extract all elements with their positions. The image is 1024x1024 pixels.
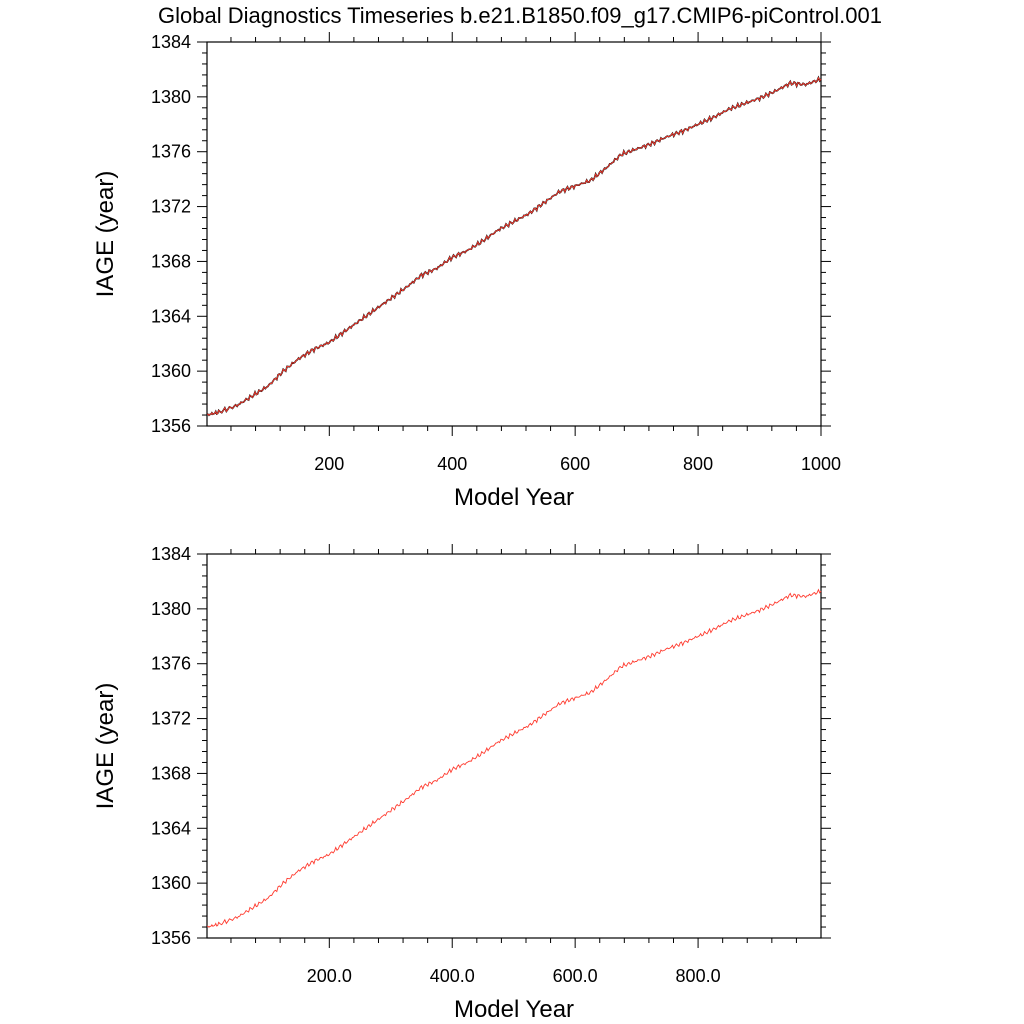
y-tick-label: 1380 xyxy=(151,87,191,107)
plot-frame xyxy=(206,41,822,427)
x-tick-label: 400.0 xyxy=(430,966,475,986)
x-tick-label: 200.0 xyxy=(307,966,352,986)
y-tick-label: 1368 xyxy=(151,763,191,783)
series-line-0 xyxy=(206,588,822,928)
x-tick-label: 800.0 xyxy=(676,966,721,986)
x-axis-label: Model Year xyxy=(454,484,574,511)
y-tick-label: 1380 xyxy=(151,599,191,619)
y-tick-label: 1368 xyxy=(151,251,191,271)
x-tick-label: 1000 xyxy=(801,454,841,474)
axis-ticks xyxy=(197,544,831,948)
x-tick-label: 200 xyxy=(314,454,344,474)
y-tick-label: 1372 xyxy=(151,709,191,729)
plot-frame xyxy=(206,553,822,939)
x-tick-label: 600.0 xyxy=(553,966,598,986)
series-line-1 xyxy=(206,76,822,416)
y-tick-label: 1360 xyxy=(151,873,191,893)
axis-ticks xyxy=(197,32,831,436)
y-tick-label: 1376 xyxy=(151,654,191,674)
x-tick-label: 400 xyxy=(437,454,467,474)
figure-title: Global Diagnostics Timeseries b.e21.B185… xyxy=(158,3,882,28)
y-tick-label: 1384 xyxy=(151,32,191,52)
y-tick-label: 1360 xyxy=(151,361,191,381)
bottom-panel: 200.0 400.0 600.0 800.0 1356 1360 1364 1368 1372… xyxy=(92,544,831,1023)
x-axis-label: Model Year xyxy=(454,996,574,1023)
y-axis-label: IAGE (year) xyxy=(92,171,119,298)
y-tick-label: 1372 xyxy=(151,197,191,217)
x-tick-label: 600 xyxy=(560,454,590,474)
y-tick-label: 1364 xyxy=(151,306,191,326)
y-axis-label: IAGE (year) xyxy=(92,683,119,810)
y-tick-label: 1384 xyxy=(151,544,191,564)
y-tick-label: 1376 xyxy=(151,142,191,162)
x-tick-label: 800 xyxy=(683,454,713,474)
top-panel: 200 400 600 800 1000 1356 1360 1364 1368 1372 1376… xyxy=(92,32,841,511)
y-tick-label: 1356 xyxy=(151,928,191,948)
y-tick-label: 1356 xyxy=(151,416,191,436)
y-tick-label: 1364 xyxy=(151,818,191,838)
